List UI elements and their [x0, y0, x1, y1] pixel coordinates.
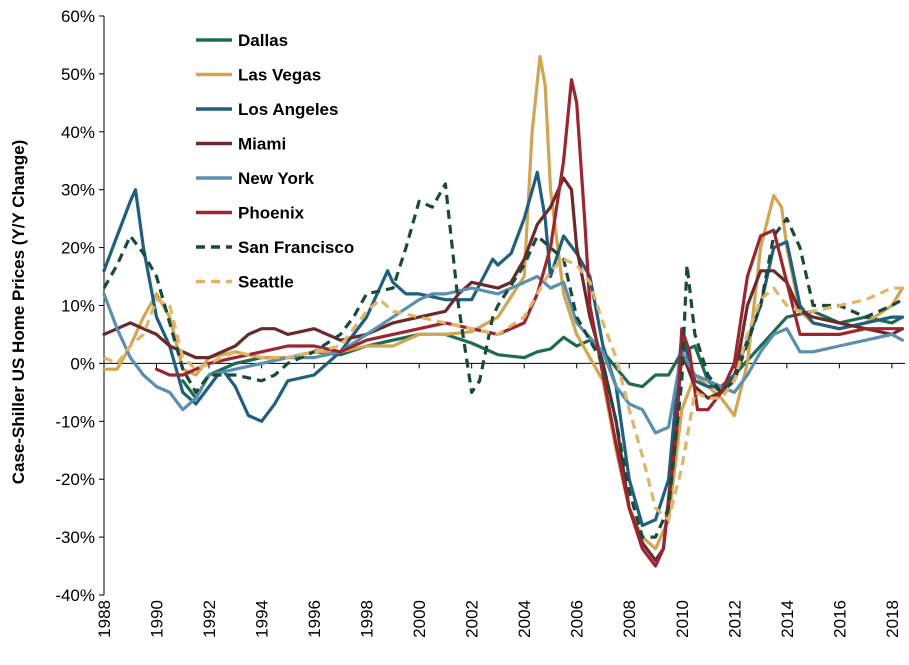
x-tick-label: 1990 — [148, 600, 167, 638]
x-tick-label: 2012 — [725, 600, 744, 638]
x-tick-label: 1992 — [200, 600, 219, 638]
legend-item: Los Angeles — [196, 100, 338, 119]
x-tick-label: 2004 — [515, 600, 534, 638]
legend: Dallas Las Vegas Los Angeles Miami New York P… — [196, 31, 354, 292]
y-axis-title: Case-Shiller US Home Prices (Y/Y Change) — [9, 140, 28, 485]
legend-item: Las Vegas — [196, 66, 321, 85]
y-tick-label: -20% — [55, 470, 95, 489]
legend-label: Phoenix — [238, 204, 305, 223]
y-tick-label: 60% — [61, 7, 95, 26]
axes: 60% 50% 40% 30% 20% 10% 0% -10% -20% -30% -40%1988… — [55, 7, 905, 638]
legend-label: Los Angeles — [238, 100, 338, 119]
legend-item: Miami — [196, 135, 286, 154]
legend-label: Miami — [238, 135, 286, 154]
legend-item: New York — [196, 169, 314, 188]
y-tick-label: 20% — [61, 239, 95, 258]
legend-label: Seattle — [238, 273, 294, 292]
y-tick-label: -30% — [55, 528, 95, 547]
legend-item: San Francisco — [196, 238, 354, 257]
series-line-seattle — [103, 257, 903, 522]
x-tick-label: 2018 — [883, 600, 902, 638]
x-tick-label: 2016 — [830, 600, 849, 638]
y-tick-label: 40% — [61, 123, 95, 142]
x-tick-label: 1988 — [95, 600, 114, 638]
series-line-san-francisco — [102, 182, 904, 539]
x-tick-label: 2014 — [778, 600, 797, 638]
y-tick-label: 50% — [61, 65, 95, 84]
legend-item: Phoenix — [196, 204, 305, 223]
series-line-phoenix — [154, 78, 904, 568]
y-tick-label: -10% — [55, 412, 95, 431]
x-tick-label: 1998 — [358, 600, 377, 638]
series-line-dallas — [181, 309, 904, 400]
legend-label: Dallas — [238, 31, 288, 50]
y-tick-label: 10% — [61, 297, 95, 316]
y-tick-label: 30% — [61, 181, 95, 200]
legend-label: Las Vegas — [238, 66, 321, 85]
x-tick-label: 2002 — [463, 600, 482, 638]
series-lines — [102, 54, 904, 568]
legend-label: San Francisco — [238, 238, 354, 257]
series-line-miami — [102, 176, 904, 562]
legend-item: Dallas — [196, 31, 288, 50]
y-tick-label: -40% — [55, 586, 95, 605]
x-tick-label: 2008 — [620, 600, 639, 638]
legend-label: New York — [238, 169, 314, 188]
x-tick-label: 2010 — [673, 600, 692, 638]
x-tick-label: 1996 — [305, 600, 324, 638]
x-tick-label: 1994 — [253, 600, 272, 638]
y-tick-label: 0% — [70, 354, 95, 373]
x-tick-label: 2000 — [410, 600, 429, 638]
x-tick-label: 2006 — [568, 600, 587, 638]
legend-item: Seattle — [196, 273, 294, 292]
